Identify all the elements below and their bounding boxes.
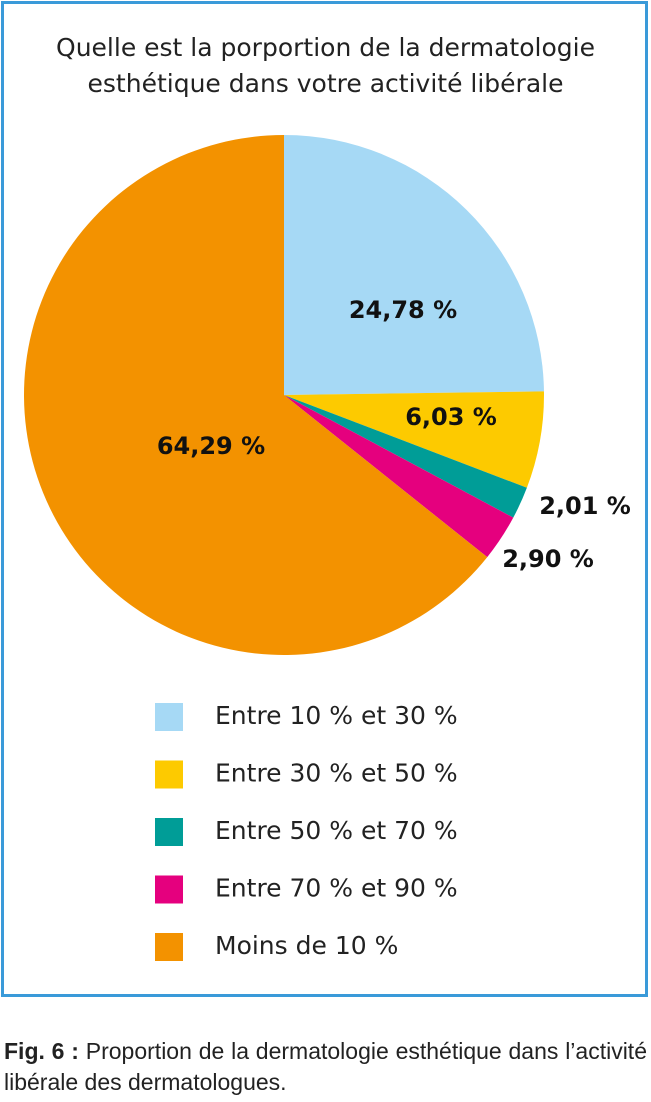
caption-label: Fig. 6 :	[4, 1038, 79, 1064]
legend-swatch	[155, 818, 183, 846]
legend-label: Moins de 10 %	[215, 931, 398, 960]
legend-label: Entre 50 % et 70 %	[215, 816, 458, 845]
data-label: 64,29 %	[157, 432, 265, 460]
chart: Quelle est la porportion de la dermatolo…	[1, 1, 648, 997]
legend-label: Entre 10 % et 30 %	[215, 701, 458, 730]
legend-swatch	[155, 760, 183, 789]
data-label: 6,03 %	[405, 403, 497, 431]
data-label: 2,01 %	[539, 492, 631, 520]
chart-title: Quelle est la porportion de la dermatolo…	[56, 33, 595, 98]
pie-slice	[24, 135, 488, 656]
legend-swatch	[155, 875, 183, 904]
legend-label: Entre 70 % et 90 %	[215, 874, 458, 903]
pie-slice	[284, 391, 544, 488]
caption: Fig. 6 : Proportion de la dermatologie e…	[4, 1036, 647, 1098]
legend-label: Entre 30 % et 50 %	[215, 759, 458, 788]
pie-slice	[284, 395, 527, 518]
legend-swatch	[155, 933, 183, 961]
caption-text: Proportion de la dermatologie esthétique…	[4, 1038, 647, 1095]
data-label: 24,78 %	[349, 296, 457, 324]
pie-slice	[284, 395, 514, 558]
data-label: 2,90 %	[502, 545, 594, 573]
legend-swatch	[155, 703, 183, 731]
pie-slice	[284, 135, 544, 395]
title-box: Quelle est la porportion de la dermatolo…	[56, 33, 595, 98]
